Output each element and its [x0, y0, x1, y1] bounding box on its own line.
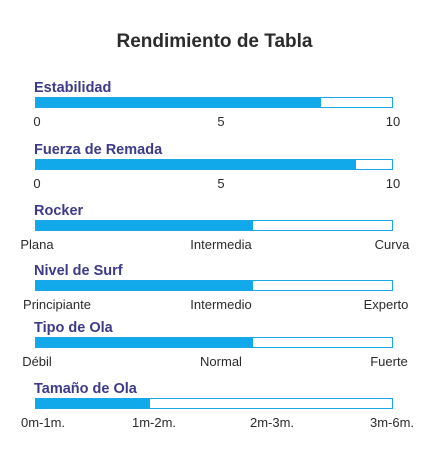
tick-label: 0	[33, 176, 41, 191]
rating-bar-track	[35, 280, 393, 291]
chart-title: Rendimiento de Tabla	[116, 31, 313, 52]
rating-label: Tipo de Ola	[34, 320, 113, 336]
rating-bar-fill	[36, 160, 357, 169]
rating-bar-fill	[36, 98, 321, 107]
tick-label: Intermedio	[190, 297, 252, 312]
rating-bar-fill	[36, 399, 150, 408]
rating-bar-track	[35, 398, 393, 409]
rating-label: Tamaño de Ola	[34, 381, 137, 397]
tick-label: Experto	[363, 297, 409, 312]
rating-bar-track	[35, 337, 393, 348]
tick-label: 2m-3m.	[249, 415, 295, 430]
tick-label: 10	[385, 114, 401, 129]
rating-bar-track	[35, 220, 393, 231]
tick-label: 10	[385, 176, 401, 191]
tick-label: Intermedia	[190, 237, 252, 252]
rating-bar-fill	[36, 281, 254, 290]
rating-bar-fill	[36, 338, 254, 347]
tick-label: Plana	[20, 237, 54, 252]
rating-bar-track	[35, 97, 393, 108]
rating-bar-track	[35, 159, 393, 170]
tick-label: Curva	[374, 237, 410, 252]
rating-label: Rocker	[34, 203, 84, 219]
rating-bar-fill	[36, 221, 254, 230]
tick-label: 0	[33, 114, 41, 129]
tick-label: Fuerte	[370, 354, 408, 369]
tick-label: Débil	[22, 354, 52, 369]
tick-label: Principiante	[23, 297, 91, 312]
tick-label: 0m-1m.	[20, 415, 66, 430]
tick-label: 5	[217, 176, 225, 191]
rating-label: Estabilidad	[34, 80, 112, 96]
tick-label: Normal	[200, 354, 242, 369]
rating-label: Nivel de Surf	[34, 263, 123, 279]
rating-label: Fuerza de Remada	[34, 142, 163, 158]
tick-label: 3m-6m.	[369, 415, 415, 430]
tick-label: 5	[217, 114, 225, 129]
tick-label: 1m-2m.	[131, 415, 177, 430]
